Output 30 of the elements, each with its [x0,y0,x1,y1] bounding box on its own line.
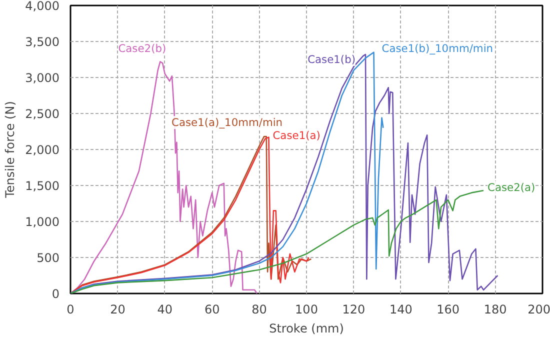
y-tick-label: 3,000 [25,71,60,85]
x-tick-label: 40 [157,302,173,316]
y-axis-title: Tensile force (N) [3,101,18,199]
x-tick-label: 20 [110,302,126,316]
y-tick-label: 3,500 [25,35,60,49]
series-label: Case2(a) [488,181,536,194]
series-label: Case2(b) [118,42,166,56]
x-tick-label: 60 [204,302,220,316]
series-label: Case1(b) [308,52,356,66]
x-tick-label: 120 [342,302,366,316]
x-tick-label: 100 [295,302,318,316]
x-tick-label: 140 [389,302,412,316]
series-label: Case1(a) [272,128,320,142]
y-tick-label: 4,000 [25,0,60,13]
y-tick-label: 1,500 [25,179,60,193]
y-tick-label: 2,000 [25,143,60,157]
x-tick-label: 200 [528,302,550,316]
series-label: Case1(b)_10mm/min [382,42,494,55]
x-tick-label: 160 [436,302,460,316]
y-tick-label: 2,500 [25,107,60,121]
series-label: Case1(a)_10mm/min [172,116,283,130]
y-tick-label: 0 [52,287,60,301]
x-tick-label: 0 [66,302,74,316]
x-tick-label: 180 [484,302,507,316]
x-tick-label: 80 [252,302,267,316]
y-tick-label: 500 [36,251,60,265]
y-tick-label: 1,000 [25,215,60,229]
line-series [70,190,484,294]
line-series [70,52,384,294]
x-axis-title: Stroke (mm) [269,322,344,336]
